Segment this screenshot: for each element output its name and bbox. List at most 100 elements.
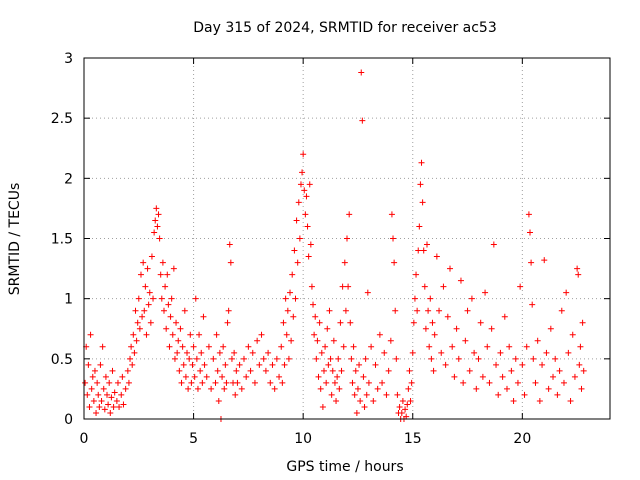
data-point: [173, 319, 180, 326]
data-point: [192, 295, 199, 302]
data-point: [490, 241, 497, 248]
x-axis-title: GPS time / hours: [286, 459, 403, 475]
data-point: [196, 331, 203, 338]
data-point: [493, 361, 500, 368]
data-point: [291, 247, 298, 254]
data-point: [84, 391, 91, 398]
data-point: [411, 295, 418, 302]
data-point: [417, 181, 424, 188]
data-point: [208, 385, 215, 392]
data-point: [497, 349, 504, 356]
data-point: [333, 397, 340, 404]
data-point: [351, 391, 358, 398]
data-point: [317, 385, 324, 392]
data-point: [471, 349, 478, 356]
data-point: [213, 331, 220, 338]
data-point: [296, 235, 303, 242]
data-point: [527, 229, 534, 236]
y-tick-label: 3: [64, 51, 73, 67]
data-point: [288, 337, 295, 344]
data-point: [166, 343, 173, 350]
data-point: [102, 373, 109, 380]
data-point: [381, 349, 388, 356]
data-point: [370, 397, 377, 404]
data-point: [269, 361, 276, 368]
data-point: [128, 343, 135, 350]
data-point: [97, 361, 104, 368]
data-point: [393, 355, 400, 362]
data-point: [135, 295, 142, 302]
data-point: [199, 379, 206, 386]
data-point: [105, 401, 112, 408]
data-point: [88, 385, 95, 392]
data-point: [421, 283, 428, 290]
data-point: [130, 331, 137, 338]
data-point: [468, 295, 475, 302]
data-point: [574, 265, 581, 272]
data-point: [477, 319, 484, 326]
data-point: [137, 271, 144, 278]
data-point: [282, 295, 289, 302]
data-point: [86, 403, 93, 410]
data-point: [174, 349, 181, 356]
data-point: [163, 325, 170, 332]
data-point: [169, 331, 176, 338]
data-point: [444, 313, 451, 320]
data-point: [201, 361, 208, 368]
data-point: [120, 401, 127, 408]
data-point: [214, 367, 221, 374]
data-point: [194, 385, 201, 392]
data-point: [127, 355, 134, 362]
data-point: [90, 397, 97, 404]
data-point: [449, 343, 456, 350]
x-tick-label: 5: [189, 431, 198, 447]
data-point: [224, 319, 231, 326]
y-tick-label: 0.5: [51, 352, 73, 368]
data-point: [315, 373, 322, 380]
data-point: [328, 391, 335, 398]
data-point: [156, 235, 163, 242]
data-point: [116, 403, 123, 410]
data-point: [392, 307, 399, 314]
data-point: [430, 367, 437, 374]
data-point: [143, 331, 150, 338]
data-point: [249, 349, 256, 356]
data-point: [136, 325, 143, 332]
data-point: [405, 385, 412, 392]
data-point: [311, 331, 318, 338]
data-point: [223, 379, 230, 386]
data-point: [265, 349, 272, 356]
data-point: [479, 373, 486, 380]
data-point: [316, 319, 323, 326]
data-point: [329, 367, 336, 374]
data-point: [285, 355, 292, 362]
data-point: [180, 361, 187, 368]
data-point: [387, 337, 394, 344]
y-tick-label: 2: [64, 171, 73, 187]
data-point: [499, 373, 506, 380]
data-point: [262, 367, 269, 374]
data-point: [577, 343, 584, 350]
data-point: [238, 385, 245, 392]
data-point: [234, 379, 241, 386]
data-point: [295, 199, 302, 206]
data-point: [179, 343, 186, 350]
data-point: [521, 391, 528, 398]
data-point: [200, 313, 207, 320]
data-point: [313, 355, 320, 362]
data-point: [300, 151, 307, 158]
data-point: [438, 349, 445, 356]
data-point: [402, 406, 409, 413]
data-point: [150, 295, 157, 302]
data-point: [364, 289, 371, 296]
data-point: [318, 349, 325, 356]
data-point: [575, 271, 582, 278]
data-point: [567, 397, 574, 404]
data-point: [278, 343, 285, 350]
data-point: [501, 313, 508, 320]
data-point: [457, 277, 464, 284]
data-point: [139, 313, 146, 320]
data-point: [409, 349, 416, 356]
data-point: [190, 343, 197, 350]
data-point: [125, 379, 132, 386]
